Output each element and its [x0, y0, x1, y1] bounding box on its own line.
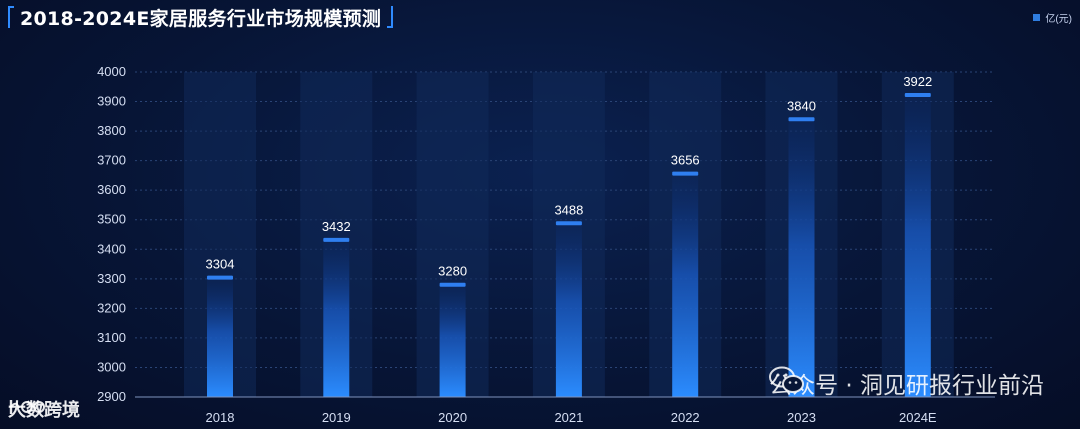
- logo-icon: [9, 400, 45, 414]
- data-label: 3488: [554, 202, 583, 217]
- watermark-right: 公众号 · 洞见研报行业前沿: [769, 366, 1044, 400]
- legend: 亿(元): [1033, 10, 1072, 25]
- y-tick-label: 3300: [97, 271, 126, 286]
- y-tick-label: 3400: [97, 241, 126, 256]
- chart-title-group: 2018-2024E家居服务行业市场规模预测: [8, 4, 394, 30]
- bar-cap: [904, 93, 931, 98]
- chart-title: 2018-2024E家居服务行业市场规模预测: [20, 7, 382, 30]
- wechat-icon: [769, 366, 805, 393]
- bar: [439, 284, 466, 397]
- y-tick-label: 3100: [97, 330, 126, 345]
- x-tick-label: 2020: [438, 410, 467, 425]
- data-label: 3280: [438, 264, 467, 279]
- x-tick-label: 2022: [671, 410, 700, 425]
- y-tick-label: 3200: [97, 300, 126, 315]
- y-tick-label: 3700: [97, 153, 126, 168]
- y-tick-label: 3500: [97, 212, 126, 227]
- legend-label: 亿(元): [1045, 14, 1072, 25]
- x-tick-label: 2023: [787, 410, 816, 425]
- y-tick-label: 3900: [97, 94, 126, 109]
- y-tick-label: 4000: [97, 64, 126, 79]
- bar-cap: [788, 117, 815, 122]
- x-tick-label: 2021: [554, 410, 583, 425]
- y-tick-label: 2900: [97, 389, 126, 404]
- watermark-left: 大数跨境: [8, 396, 80, 422]
- bar: [323, 239, 350, 397]
- bar-cap: [555, 221, 582, 226]
- y-tick-label: 3600: [97, 182, 126, 197]
- data-label: 3922: [903, 74, 932, 89]
- legend-swatch: [1033, 14, 1041, 21]
- bar-cap: [207, 275, 233, 280]
- x-tick-label: 2018: [206, 410, 235, 425]
- watermark-right-text: 公众号 · 洞见研报行业前沿: [769, 373, 1044, 399]
- bar: [904, 95, 931, 397]
- data-label: 3656: [671, 153, 700, 168]
- title-left-bracket: [8, 6, 14, 28]
- y-tick-label: 3000: [97, 359, 126, 374]
- watermark-left-text: 大数跨境: [8, 400, 80, 421]
- bar-cap: [672, 171, 699, 176]
- data-label: 3840: [787, 98, 816, 113]
- x-tick-label: 2024E: [899, 410, 937, 425]
- data-label: 3304: [206, 257, 235, 272]
- title-right-bracket: [387, 6, 394, 28]
- x-tick-label: 2019: [322, 410, 351, 425]
- bar: [672, 173, 699, 397]
- data-label: 3432: [322, 219, 351, 234]
- bar: [207, 277, 233, 397]
- y-tick-label: 3800: [97, 123, 126, 138]
- bar: [555, 223, 582, 397]
- bar-cap: [323, 237, 350, 242]
- bar-cap: [439, 282, 466, 287]
- bar: [788, 119, 815, 397]
